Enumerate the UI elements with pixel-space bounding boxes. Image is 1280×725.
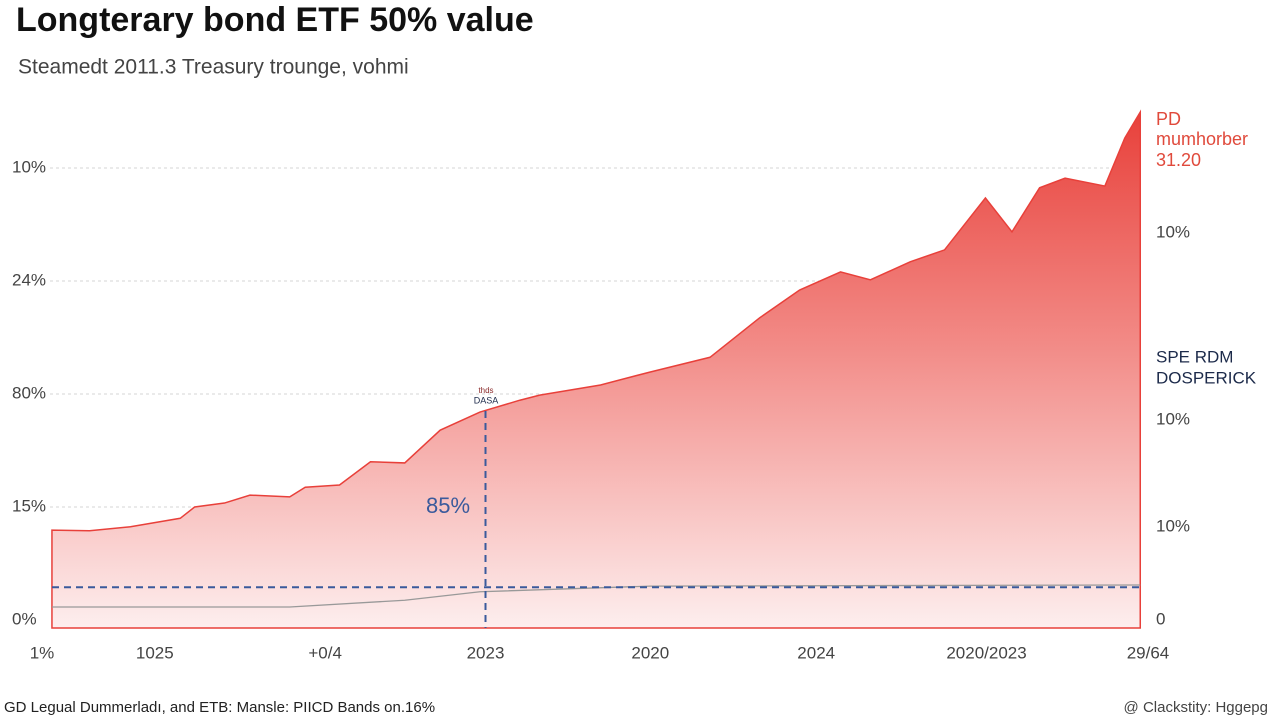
footer-left: GD Legual Dummerladı, and ETB: Mansle: P… — [4, 699, 435, 716]
x-tick-label: 1025 — [136, 643, 174, 662]
right-note: DOSPERICK — [1156, 368, 1257, 387]
footer-right: @ Clackstity: Hggepg — [1124, 699, 1268, 716]
annotation: 85% — [426, 493, 470, 518]
y2-tick-label: 0 — [1156, 609, 1165, 628]
right-label: PD — [1156, 109, 1181, 129]
line — [51, 584, 1141, 608]
x-tick-label: +0/4 — [308, 643, 342, 662]
chart-title: Longterary bond ETF 50% value — [16, 1, 534, 39]
y-tick-label: 10% — [12, 157, 46, 176]
y-tick-label: 15% — [12, 496, 46, 515]
marker-label: thds — [478, 386, 493, 395]
y-tick-label: 24% — [12, 270, 46, 289]
y2-tick-label: 10% — [1156, 409, 1190, 428]
right-note: SPE RDM — [1156, 347, 1233, 366]
y2-tick-label: 10% — [1156, 516, 1190, 535]
y-tick-label: 0% — [12, 609, 37, 628]
x-tick-label: 29/64 — [1127, 643, 1170, 662]
x-tick-label: 2020 — [631, 643, 669, 662]
y2-tick-label: 10% — [1156, 222, 1190, 241]
area — [51, 109, 1142, 629]
x-tick-label: 2020/2023 — [946, 643, 1026, 662]
x-tick-label: 2023 — [467, 643, 505, 662]
chart-subtitle: Steamedt 2011.3 Treasury trounge, vohmi — [18, 56, 409, 79]
marker-label: DASA — [474, 395, 499, 405]
right-label: 31.20 — [1156, 150, 1201, 170]
x-tick-label: 1% — [30, 643, 55, 662]
plot-area — [50, 109, 1142, 629]
x-tick-label: 2024 — [797, 643, 835, 662]
right-label: mumhorber — [1156, 129, 1248, 149]
y-tick-label: 80% — [12, 383, 46, 402]
